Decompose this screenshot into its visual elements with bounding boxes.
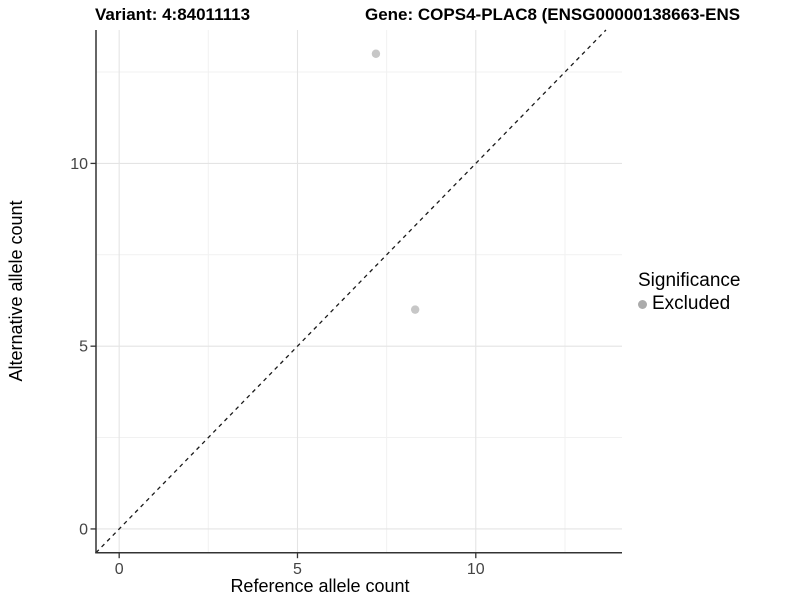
legend-title: Significance <box>638 270 741 291</box>
x-axis-title: Reference allele count <box>230 576 409 596</box>
variant-title: Variant: 4:84011113 <box>95 5 251 24</box>
y-tick-label: 0 <box>79 521 88 538</box>
legend: Significance Excluded <box>638 270 740 316</box>
data-point <box>410 305 420 314</box>
y-axis-title: Alternative allele count <box>6 200 26 381</box>
excluded-point-icon <box>638 300 647 310</box>
data-point <box>371 49 381 58</box>
y-tick-label: 10 <box>70 156 88 173</box>
y-tick-label: 5 <box>79 339 88 356</box>
identity-line <box>95 29 607 554</box>
x-tick-label: 0 <box>115 561 124 578</box>
legend-item-label: Excluded <box>652 293 731 315</box>
gene-title: Gene: COPS4-PLAC8 (ENSG00000138663-ENS <box>365 5 741 24</box>
legend-item-excluded: Excluded <box>638 293 740 315</box>
x-tick-label: 10 <box>467 561 485 578</box>
x-tick-label: 5 <box>293 561 302 578</box>
